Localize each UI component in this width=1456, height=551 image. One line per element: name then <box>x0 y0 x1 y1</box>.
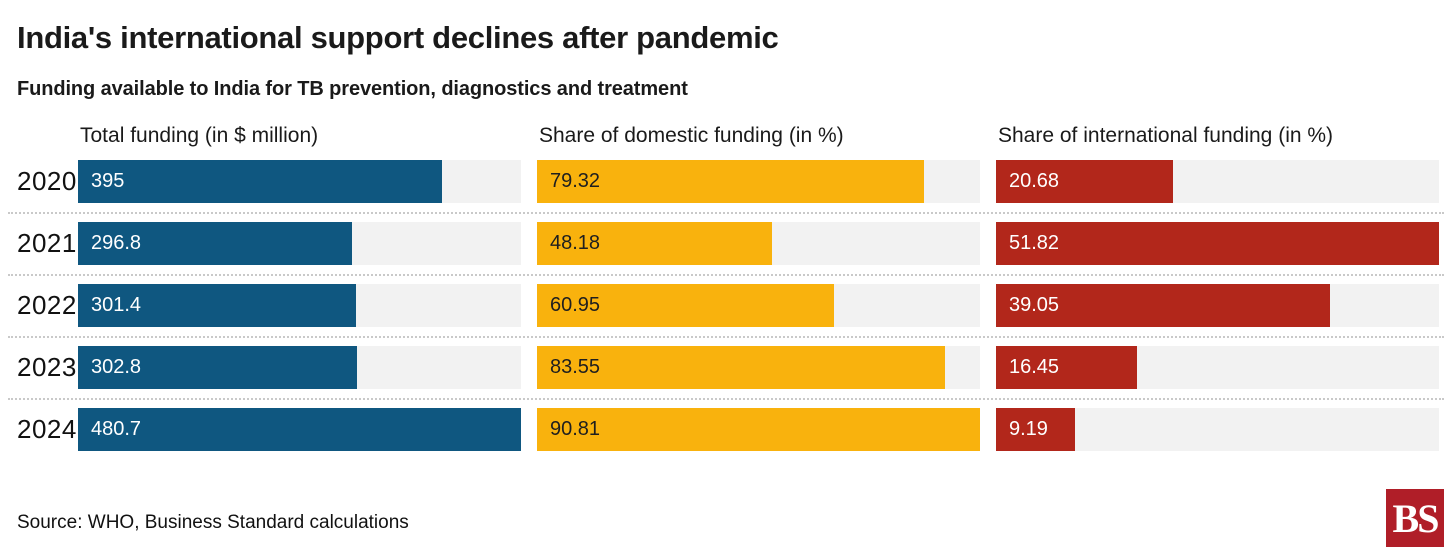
row-separator <box>8 327 1444 346</box>
bar-track-total: 395 <box>78 160 521 203</box>
page-subtitle: Funding available to India for TB preven… <box>17 78 688 100</box>
bar-total-funding: 480.7 <box>78 408 521 451</box>
bar-international-share: 20.68 <box>996 160 1173 203</box>
bar-value-label: 296.8 <box>91 232 142 254</box>
bar-chart: Total funding (in $ million) Share of do… <box>8 116 1444 451</box>
bar-value-label: 48.18 <box>550 232 601 254</box>
bar-total-funding: 395 <box>78 160 443 203</box>
bar-track-international: 16.45 <box>996 346 1439 389</box>
bar-domestic-share: 60.95 <box>537 284 835 327</box>
bar-total-funding: 302.8 <box>78 346 358 389</box>
bar-total-funding: 296.8 <box>78 222 352 265</box>
row-separator <box>8 203 1444 222</box>
bar-track-domestic: 48.18 <box>537 222 980 265</box>
bar-international-share: 39.05 <box>996 284 1330 327</box>
bar-track-domestic: 60.95 <box>537 284 980 327</box>
bar-value-label: 90.81 <box>550 418 601 440</box>
column-header-international-share: Share of international funding (in %) <box>998 124 1334 147</box>
bar-value-label: 79.32 <box>550 170 601 192</box>
bar-track-total: 301.4 <box>78 284 521 327</box>
bs-logo: BS <box>1386 489 1444 547</box>
source-attribution: Source: WHO, Business Standard calculati… <box>17 512 409 533</box>
bar-domestic-share: 79.32 <box>537 160 924 203</box>
chart-row-2020: 2020 395 79.32 20.68 <box>17 160 1439 203</box>
bar-total-funding: 301.4 <box>78 284 356 327</box>
bar-track-domestic: 79.32 <box>537 160 980 203</box>
page-title: India's international support declines a… <box>17 20 779 55</box>
bar-value-label: 83.55 <box>550 356 601 378</box>
bar-track-total: 302.8 <box>78 346 521 389</box>
bar-value-label: 395 <box>91 170 125 192</box>
bar-value-label: 60.95 <box>550 294 601 316</box>
bar-value-label: 51.82 <box>1009 232 1060 254</box>
column-header-total-funding: Total funding (in $ million) <box>80 124 319 147</box>
bar-value-label: 39.05 <box>1009 294 1060 316</box>
bar-domestic-share: 48.18 <box>537 222 773 265</box>
bar-value-label: 20.68 <box>1009 170 1060 192</box>
chart-row-2022: 2022 301.4 60.95 39.05 <box>17 284 1439 327</box>
bar-value-label: 302.8 <box>91 356 142 378</box>
bar-international-share: 51.82 <box>996 222 1439 265</box>
row-label-year: 2020 <box>17 166 77 196</box>
row-label-year: 2022 <box>17 290 77 320</box>
chart-row-2021: 2021 296.8 48.18 51.82 <box>17 222 1439 265</box>
bar-track-domestic: 90.81 <box>537 408 980 451</box>
row-separator <box>8 265 1444 284</box>
bar-track-international: 20.68 <box>996 160 1439 203</box>
column-header-domestic-share: Share of domestic funding (in %) <box>539 124 844 147</box>
chart-row-2023: 2023 302.8 83.55 16.45 <box>17 346 1439 389</box>
bar-international-share: 16.45 <box>996 346 1137 389</box>
bar-domestic-share: 83.55 <box>537 346 945 389</box>
bar-track-total: 296.8 <box>78 222 521 265</box>
bar-value-label: 16.45 <box>1009 356 1060 378</box>
bar-international-share: 9.19 <box>996 408 1075 451</box>
bar-track-domestic: 83.55 <box>537 346 980 389</box>
bar-track-international: 9.19 <box>996 408 1439 451</box>
chart-row-2024: 2024 480.7 90.81 9.19 <box>17 408 1439 451</box>
bar-track-international: 39.05 <box>996 284 1439 327</box>
row-separator <box>8 389 1444 408</box>
bar-value-label: 480.7 <box>91 418 142 440</box>
row-label-year: 2021 <box>17 228 77 258</box>
column-header-row: Total funding (in $ million) Share of do… <box>17 116 1439 160</box>
row-label-year: 2024 <box>17 414 77 444</box>
row-label-year: 2023 <box>17 352 77 382</box>
bar-value-label: 301.4 <box>91 294 142 316</box>
bar-domestic-share: 90.81 <box>537 408 980 451</box>
bar-track-international: 51.82 <box>996 222 1439 265</box>
bar-track-total: 480.7 <box>78 408 521 451</box>
bar-value-label: 9.19 <box>1009 418 1048 440</box>
